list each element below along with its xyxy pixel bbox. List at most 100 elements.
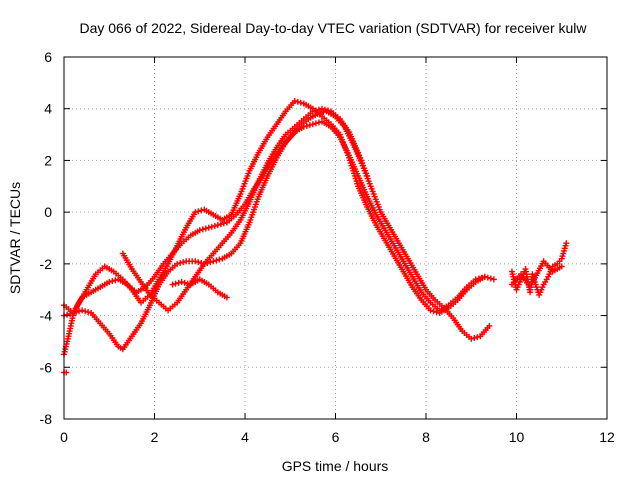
data-point: [198, 259, 205, 266]
data-point: [317, 110, 324, 117]
data-point: [220, 220, 227, 227]
x-tick-label: 6: [332, 429, 340, 445]
data-point: [205, 224, 212, 231]
data-point: [208, 223, 215, 230]
data-point: [291, 97, 298, 104]
grid: [64, 57, 607, 419]
chart-title: Day 066 of 2022, Sidereal Day-to-day VTE…: [79, 20, 587, 36]
x-tick-label: 2: [151, 429, 159, 445]
data-point: [192, 209, 199, 216]
data-point: [490, 276, 497, 283]
data-point: [309, 108, 316, 115]
data-point: [177, 259, 184, 266]
data-point: [196, 227, 203, 234]
x-tick-label: 4: [241, 429, 249, 445]
data-point: [184, 280, 191, 287]
y-axis-label: SDTVAR / TECUs: [7, 182, 23, 294]
data-point: [214, 222, 221, 229]
data-point: [213, 257, 220, 264]
y-tick-label: -6: [40, 359, 53, 375]
x-tick-label: 12: [599, 429, 615, 445]
series-track-d: [119, 105, 371, 314]
data-point: [474, 334, 481, 341]
series-track-e: [169, 276, 230, 301]
data-marks: [61, 97, 570, 376]
data-point: [481, 273, 488, 280]
x-tick-label: 10: [509, 429, 525, 445]
data-point: [312, 107, 319, 114]
data-point: [195, 208, 202, 215]
data-point: [82, 308, 89, 315]
y-tick-label: 0: [44, 204, 52, 220]
data-point: [180, 259, 187, 266]
data-point: [76, 308, 83, 315]
data-point: [309, 121, 316, 128]
data-point: [79, 307, 86, 314]
data-point: [486, 322, 493, 329]
data-point: [471, 334, 478, 341]
data-point: [192, 258, 199, 265]
data-point: [487, 275, 494, 282]
data-point: [181, 279, 188, 286]
x-tick-label: 8: [422, 429, 430, 445]
y-tick-label: 2: [44, 152, 52, 168]
data-point: [175, 279, 182, 286]
data-point: [73, 309, 80, 316]
data-point: [216, 256, 223, 263]
data-point: [563, 240, 570, 247]
data-point: [297, 99, 304, 106]
data-point: [324, 107, 331, 114]
y-axis-ticks: -8 -6 -4 -2 0 2 4 6: [40, 49, 607, 427]
data-point: [430, 308, 437, 315]
y-tick-label: -8: [40, 411, 53, 427]
data-point: [199, 226, 206, 233]
data-point: [294, 98, 301, 105]
data-point: [314, 110, 321, 117]
data-point: [217, 221, 224, 228]
data-point: [198, 207, 205, 214]
data-point: [174, 260, 181, 267]
data-point: [364, 172, 371, 179]
data-point: [85, 309, 92, 316]
data-point: [472, 276, 479, 283]
y-tick-label: -2: [40, 256, 53, 272]
data-point: [223, 294, 230, 301]
data-point: [211, 222, 218, 229]
data-point: [202, 225, 209, 232]
data-point: [169, 281, 176, 288]
data-point: [300, 123, 307, 130]
data-point: [178, 278, 185, 285]
data-point: [478, 274, 485, 281]
data-point: [475, 275, 482, 282]
y-tick-label: 6: [44, 49, 52, 65]
series-track-a: [61, 97, 488, 358]
data-point: [484, 274, 491, 281]
data-point: [468, 335, 475, 342]
data-point: [312, 120, 319, 127]
x-tick-label: 0: [60, 429, 68, 445]
data-point: [210, 258, 217, 265]
data-point: [195, 259, 202, 266]
data-point: [67, 310, 74, 317]
series-track-h: [508, 258, 565, 291]
data-point: [306, 122, 313, 129]
y-tick-label: 4: [44, 101, 52, 117]
data-point: [109, 278, 116, 285]
series-track-c: [61, 118, 497, 353]
data-point: [427, 307, 434, 314]
x-axis-label: GPS time / hours: [282, 458, 389, 474]
data-point: [315, 106, 322, 113]
data-point: [172, 280, 179, 287]
data-point: [315, 119, 322, 126]
data-point: [318, 105, 325, 112]
x-axis-ticks: 0 2 4 6 8 10 12: [60, 57, 615, 445]
y-tick-label: -4: [40, 308, 53, 324]
series-track-f: [61, 369, 70, 376]
data-point: [303, 122, 310, 129]
data-point: [112, 277, 119, 284]
data-point: [64, 311, 71, 318]
data-point: [321, 106, 328, 113]
data-point: [106, 278, 113, 285]
data-point: [558, 263, 565, 270]
